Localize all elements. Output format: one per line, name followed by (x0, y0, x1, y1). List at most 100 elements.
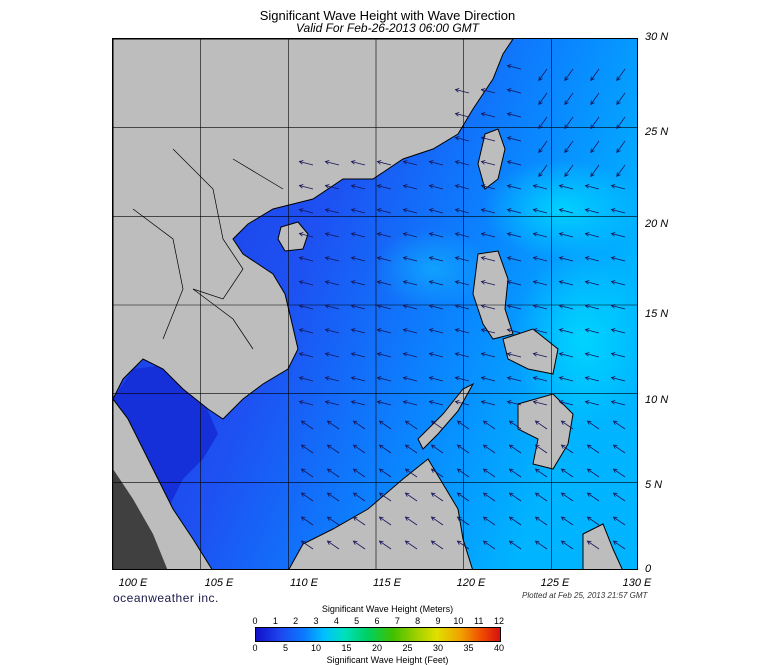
wave-arrow-head (532, 328, 538, 333)
wave-arrow-head (508, 516, 514, 521)
wave-arrow (301, 516, 314, 526)
wave-arrow (481, 185, 496, 190)
wave-arrow-head (378, 516, 384, 521)
wave-arrow (564, 116, 574, 129)
hainan (277, 221, 309, 252)
wave-arrow (431, 516, 444, 526)
wave-arrow (301, 420, 314, 430)
wave-arrow (585, 185, 600, 190)
wave-arrow (507, 185, 522, 190)
wave-arrow (481, 329, 496, 334)
wave-arrow-head (456, 492, 462, 497)
colorbar-title-meters: Significant Wave Height (Meters) (321, 604, 454, 614)
wave-arrow-head (590, 124, 595, 130)
wave-arrow-head (378, 540, 384, 545)
wave-arrow (377, 185, 392, 190)
wave-arrow (611, 401, 626, 406)
wave-arrow-head (558, 208, 564, 213)
wave-arrow (351, 281, 366, 286)
wave-arrow-head (404, 468, 410, 473)
wave-arrow (405, 444, 418, 454)
wave-map (112, 38, 638, 570)
wave-arrow (481, 305, 496, 310)
wave-arrow (377, 305, 392, 310)
colorbar-tick-feet: 10 (310, 643, 321, 653)
wave-arrow-head (610, 400, 616, 405)
wave-arrow-head (610, 328, 616, 333)
wave-arrow-head (352, 444, 358, 449)
wave-arrow (559, 401, 574, 406)
wave-arrow (455, 377, 470, 382)
wave-arrow-head (454, 136, 460, 141)
wave-arrow-head (350, 376, 356, 381)
lat-label-5n: 5 N (645, 479, 663, 491)
lat-lon-grid (113, 39, 637, 569)
lon-label-100e: 100 E (118, 577, 148, 589)
wave-arrow (351, 185, 366, 190)
wave-arrow-head (558, 280, 564, 285)
wave-arrow (455, 401, 470, 406)
wave-arrow-head (590, 100, 595, 106)
wave-arrow-head (610, 304, 616, 309)
wave-arrow (611, 377, 626, 382)
wave-arrow (507, 209, 522, 214)
wave-arrow (325, 305, 340, 310)
wave-arrow-head (532, 352, 538, 357)
wave-arrow-head (506, 232, 512, 237)
wave-arrow-head (456, 444, 462, 449)
wave-arrow (431, 444, 444, 454)
brand-logo-text: oceanweather inc. (113, 591, 219, 605)
wave-arrow-head (506, 136, 512, 141)
visayas (502, 328, 559, 375)
wave-arrow-head (428, 376, 434, 381)
wave-arrow-head (560, 492, 566, 497)
wave-arrow (429, 401, 444, 406)
wave-arrow (483, 492, 496, 502)
wave-arrow-head (350, 280, 356, 285)
wave-arrow (509, 444, 522, 454)
wave-arrow-head (506, 64, 512, 69)
lon-label-120e: 120 E (456, 577, 486, 589)
wave-arrow-head (558, 400, 564, 405)
wave-arrow (429, 257, 444, 262)
wave-arrow (455, 137, 470, 142)
wave-arrow-head (326, 492, 332, 497)
wave-arrow (538, 92, 548, 105)
wave-arrow-head (480, 208, 486, 213)
wave-arrow-head (586, 468, 592, 473)
lon-label-110e: 110 E (290, 577, 318, 589)
wave-arrow-head (326, 516, 332, 521)
wave-arrow-head (402, 328, 408, 333)
wave-arrow (405, 540, 418, 550)
wave-arrow-head (300, 420, 306, 425)
wave-arrow-head (612, 468, 618, 473)
wave-arrow-head (480, 184, 486, 189)
wave-arrow-head (428, 280, 434, 285)
wave-arrow (351, 161, 366, 166)
wave-arrow (403, 161, 418, 166)
wave-arrow-head (298, 400, 304, 405)
wave-arrow-head (402, 208, 408, 213)
wave-arrow (377, 281, 392, 286)
wave-arrow (325, 353, 340, 358)
wave-arrow-head (430, 492, 436, 497)
wave-arrow (405, 468, 418, 478)
plotted-timestamp: Plotted at Feb 25, 2013 21:57 GMT (522, 591, 648, 600)
wave-arrow (616, 164, 626, 177)
wave-arrow-head (352, 420, 358, 425)
wave-arrow-head (378, 444, 384, 449)
wave-arrow (403, 377, 418, 382)
wave-arrow-head (324, 376, 330, 381)
wave-arrow (351, 401, 366, 406)
colorbar-tick-meters: 9 (435, 616, 441, 626)
wave-arrow-head (428, 400, 434, 405)
wave-arrow (457, 468, 470, 478)
wave-arrow-head (428, 208, 434, 213)
wave-arrow-head (532, 280, 538, 285)
wave-arrow (613, 444, 626, 454)
wave-arrow-head (300, 540, 306, 545)
wave-arrow (535, 444, 548, 454)
wave-arrow (429, 305, 444, 310)
wave-arrow-head (508, 468, 514, 473)
wave-arrow (559, 233, 574, 238)
